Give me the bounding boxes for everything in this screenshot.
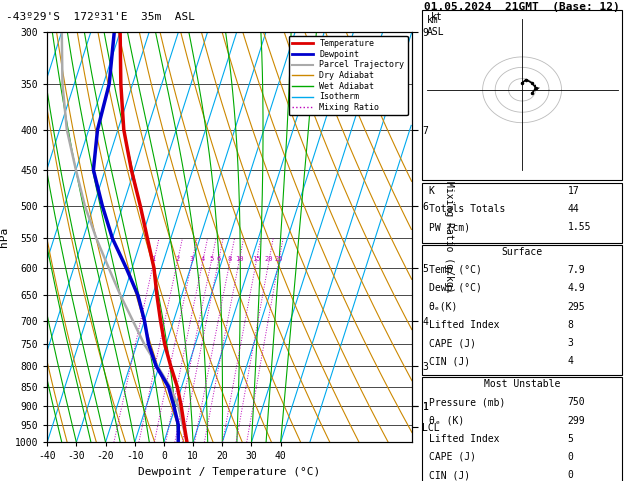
Text: Lifted Index: Lifted Index: [429, 320, 499, 330]
Bar: [423, 183, 621, 243]
Text: 25: 25: [274, 256, 283, 262]
Text: 3: 3: [190, 256, 194, 262]
X-axis label: Dewpoint / Temperature (°C): Dewpoint / Temperature (°C): [138, 467, 321, 477]
Text: 0: 0: [568, 470, 574, 480]
Text: 10: 10: [235, 256, 243, 262]
Text: 01.05.2024  21GMT  (Base: 12): 01.05.2024 21GMT (Base: 12): [424, 2, 620, 13]
Text: CIN (J): CIN (J): [429, 470, 470, 480]
Text: kt: kt: [431, 12, 442, 22]
Text: 1: 1: [152, 256, 156, 262]
Legend: Temperature, Dewpoint, Parcel Trajectory, Dry Adiabat, Wet Adiabat, Isotherm, Mi: Temperature, Dewpoint, Parcel Trajectory…: [289, 36, 408, 115]
Text: Pressure (mb): Pressure (mb): [429, 398, 505, 407]
Text: 5: 5: [568, 434, 574, 444]
Bar: [423, 377, 621, 486]
Text: θₑ (K): θₑ (K): [429, 416, 464, 426]
Text: 5: 5: [209, 256, 213, 262]
Bar: [423, 245, 621, 375]
Text: Totals Totals: Totals Totals: [429, 204, 505, 214]
Text: km
ASL: km ASL: [426, 15, 444, 37]
Text: K: K: [429, 186, 435, 196]
Text: CAPE (J): CAPE (J): [429, 452, 476, 462]
Text: 3: 3: [568, 338, 574, 348]
Text: 17: 17: [568, 186, 579, 196]
Text: 4: 4: [201, 256, 204, 262]
Text: CIN (J): CIN (J): [429, 356, 470, 366]
Text: PW (cm): PW (cm): [429, 222, 470, 232]
Text: 15: 15: [252, 256, 260, 262]
Text: 44: 44: [568, 204, 579, 214]
Text: 20: 20: [264, 256, 273, 262]
Text: 4: 4: [568, 356, 574, 366]
Text: 7.9: 7.9: [568, 265, 586, 275]
Text: CAPE (J): CAPE (J): [429, 338, 476, 348]
Text: 4.9: 4.9: [568, 283, 586, 294]
Text: -43º29'S  172º31'E  35m  ASL: -43º29'S 172º31'E 35m ASL: [6, 12, 195, 22]
Text: Surface: Surface: [501, 247, 543, 257]
Text: Dewp (°C): Dewp (°C): [429, 283, 482, 294]
Text: 0: 0: [568, 452, 574, 462]
Text: Temp (°C): Temp (°C): [429, 265, 482, 275]
Text: 299: 299: [568, 416, 586, 426]
Text: 8: 8: [568, 320, 574, 330]
Text: 2: 2: [175, 256, 179, 262]
Bar: [423, 10, 621, 179]
Text: Most Unstable: Most Unstable: [484, 379, 560, 389]
Text: 1.55: 1.55: [568, 222, 591, 232]
Y-axis label: hPa: hPa: [0, 227, 9, 247]
Text: 6: 6: [216, 256, 220, 262]
Text: 750: 750: [568, 398, 586, 407]
Text: 295: 295: [568, 302, 586, 312]
Y-axis label: Mixing Ratio (g/kg): Mixing Ratio (g/kg): [444, 181, 454, 293]
Text: θₑ(K): θₑ(K): [429, 302, 458, 312]
Text: 8: 8: [228, 256, 232, 262]
Text: Lifted Index: Lifted Index: [429, 434, 499, 444]
